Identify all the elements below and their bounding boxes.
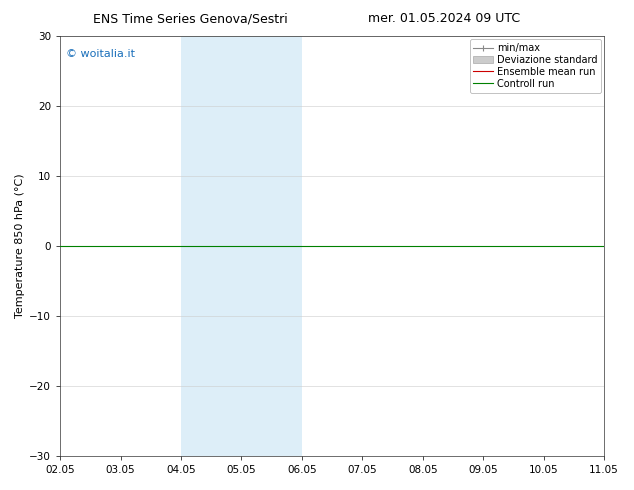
Bar: [604, 36, 634, 456]
Y-axis label: Temperature 850 hPa (°C): Temperature 850 hPa (°C): [15, 174, 25, 318]
Text: ENS Time Series Genova/Sestri: ENS Time Series Genova/Sestri: [93, 12, 288, 25]
Legend: min/max, Deviazione standard, Ensemble mean run, Controll run: min/max, Deviazione standard, Ensemble m…: [470, 39, 601, 93]
Text: © woitalia.it: © woitalia.it: [65, 49, 134, 59]
Bar: [181, 36, 302, 456]
Text: mer. 01.05.2024 09 UTC: mer. 01.05.2024 09 UTC: [368, 12, 520, 25]
